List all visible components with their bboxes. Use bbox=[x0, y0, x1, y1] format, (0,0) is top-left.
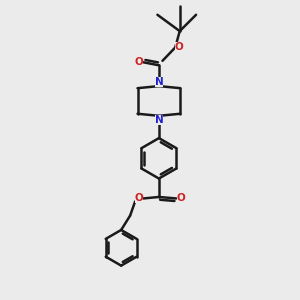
Text: O: O bbox=[135, 194, 143, 203]
Text: O: O bbox=[177, 194, 186, 203]
Text: O: O bbox=[175, 43, 184, 52]
Text: O: O bbox=[134, 57, 143, 67]
Text: N: N bbox=[154, 77, 163, 87]
Text: N: N bbox=[154, 115, 163, 125]
